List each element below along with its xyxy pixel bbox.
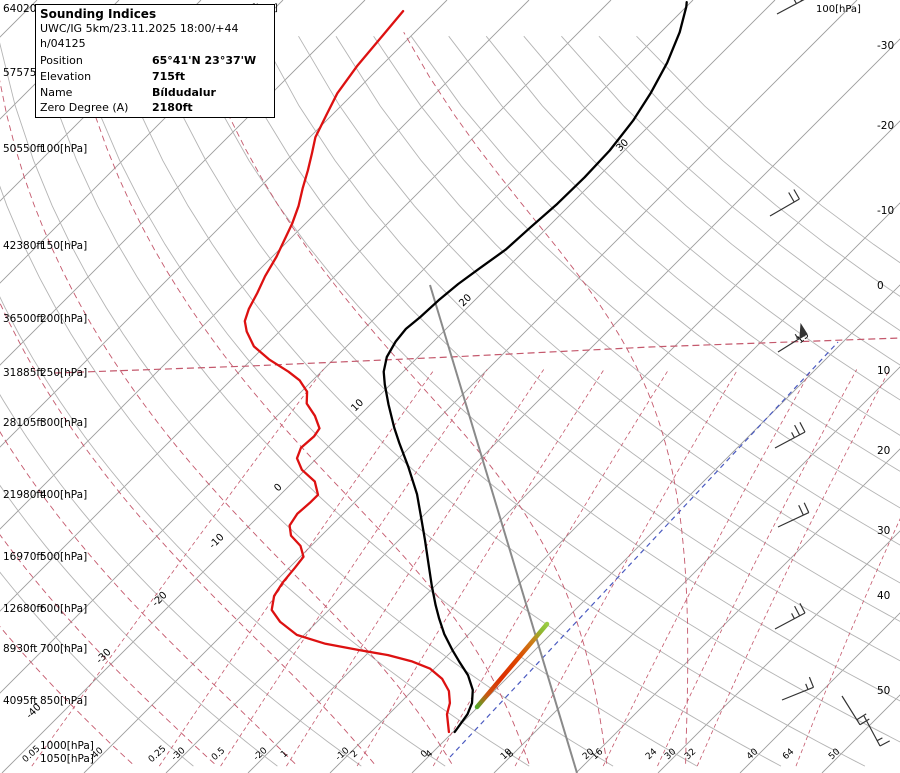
svg-text:2: 2	[349, 749, 360, 760]
svg-text:600[hPa]: 600[hPa]	[40, 603, 87, 615]
svg-text:21980ft: 21980ft	[3, 489, 44, 501]
svg-text:40: 40	[745, 747, 760, 762]
svg-text:36500ft: 36500ft	[3, 313, 44, 325]
info-row-name: Name Bíldudalur	[36, 86, 274, 102]
svg-text:24: 24	[644, 747, 659, 762]
wind-barb	[777, 322, 808, 353]
svg-text:31885ft: 31885ft	[3, 367, 44, 379]
wind-barb	[777, 502, 810, 528]
svg-text:400[hPa]: 400[hPa]	[40, 489, 87, 501]
info-label-zero-degree: Zero Degree (A)	[40, 101, 129, 115]
svg-text:40: 40	[877, 590, 890, 602]
svg-text:150[hPa]: 150[hPa]	[40, 240, 87, 252]
svg-text:4: 4	[424, 749, 435, 760]
svg-text:0.25: 0.25	[147, 744, 169, 765]
info-value-zero-degree: 2180ft	[152, 101, 193, 115]
info-label-position: Position	[40, 53, 83, 67]
parcel-segment-gradient	[474, 621, 550, 710]
svg-text:64020ft: 64020ft	[3, 3, 44, 15]
svg-text:-10: -10	[207, 532, 226, 551]
svg-text:-30: -30	[877, 40, 894, 52]
info-value-position: 65°41'N 23°37'W	[152, 53, 257, 67]
svg-text:12680ft: 12680ft	[3, 603, 44, 615]
svg-text:0: 0	[877, 280, 884, 292]
svg-text:57575ft: 57575ft	[3, 67, 44, 79]
wind-barb	[774, 603, 806, 630]
svg-text:8: 8	[505, 749, 516, 760]
svg-text:30: 30	[877, 525, 890, 537]
info-row-position: Position 65°41'N 23°37'W	[36, 54, 274, 70]
svg-text:-10: -10	[877, 205, 894, 217]
svg-text:500[hPa]: 500[hPa]	[40, 551, 87, 563]
dry-adiabat-lines	[0, 35, 900, 767]
info-value-elevation: 715ft	[152, 69, 186, 83]
svg-text:1: 1	[279, 749, 290, 760]
moist-adiabat-lines	[0, 31, 689, 765]
svg-text:0: 0	[419, 749, 430, 760]
surface-mixing-ratio-line	[449, 341, 839, 758]
svg-text:250[hPa]: 250[hPa]	[40, 367, 87, 379]
svg-text:100[hPa]: 100[hPa]	[40, 143, 87, 155]
svg-text:50: 50	[877, 685, 890, 697]
svg-text:64: 64	[781, 747, 796, 762]
parcel-line	[429, 284, 578, 773]
svg-text:20: 20	[877, 445, 890, 457]
wind-barb	[774, 422, 806, 449]
svg-text:16970ft: 16970ft	[3, 551, 44, 563]
svg-text:0.5: 0.5	[210, 746, 227, 763]
dewpoint-curve	[243, 9, 452, 734]
wind-barb	[769, 189, 800, 217]
temperature-curve	[382, 1, 688, 734]
svg-text:10: 10	[877, 365, 890, 377]
info-label-elevation: Elevation	[40, 69, 92, 83]
panel-title: Sounding Indices	[40, 7, 157, 21]
svg-text:30: 30	[663, 747, 678, 762]
model-run-line: UWC/IG 5km/23.11.2025 18:00/+44 h/04125	[40, 22, 239, 51]
sounding-indices-panel: Sounding Indices UWC/IG 5km/23.11.2025 1…	[35, 4, 275, 119]
info-label-name: Name	[40, 85, 73, 99]
svg-text:28105ft: 28105ft	[3, 417, 44, 429]
info-row-elevation: Elevation 715ft	[36, 70, 274, 86]
info-value-name: Bíldudalur	[152, 85, 216, 99]
wind-barb	[841, 695, 870, 726]
wind-barb	[863, 715, 890, 747]
svg-text:42380ft: 42380ft	[3, 240, 44, 252]
svg-text:1050[hPa]: 1050[hPa]	[40, 753, 94, 765]
wind-barb	[776, 0, 805, 15]
svg-text:-20: -20	[877, 120, 894, 132]
svg-text:850[hPa]: 850[hPa]	[40, 695, 87, 707]
svg-text:700[hPa]: 700[hPa]	[40, 643, 87, 655]
svg-text:50: 50	[827, 747, 842, 762]
mixing-ratio-lines	[31, 369, 900, 767]
svg-text:8930ft: 8930ft	[3, 643, 37, 655]
bottom-axis-labels: -40 -30 -20 -10 0 10 20 30 40 500.05 0.25 0.5 1 2 4 8 16…	[21, 744, 843, 765]
svg-text:4095ft: 4095ft	[3, 695, 37, 707]
svg-text:300[hPa]: 300[hPa]	[40, 417, 87, 429]
wind-barbs	[769, 0, 890, 747]
wind-barb	[781, 676, 815, 701]
svg-text:-20: -20	[150, 590, 169, 609]
right-axis-labels: -30 -20 -10 0 10 20 30 40 50	[877, 40, 894, 697]
info-row-zero-degree: Zero Degree (A) 2180ft	[36, 101, 274, 117]
svg-text:50550ft: 50550ft	[3, 143, 44, 155]
svg-text:100[hPa]: 100[hPa]	[816, 4, 861, 15]
svg-text:1000[hPa]: 1000[hPa]	[40, 740, 94, 752]
svg-text:200[hPa]: 200[hPa]	[40, 313, 87, 325]
